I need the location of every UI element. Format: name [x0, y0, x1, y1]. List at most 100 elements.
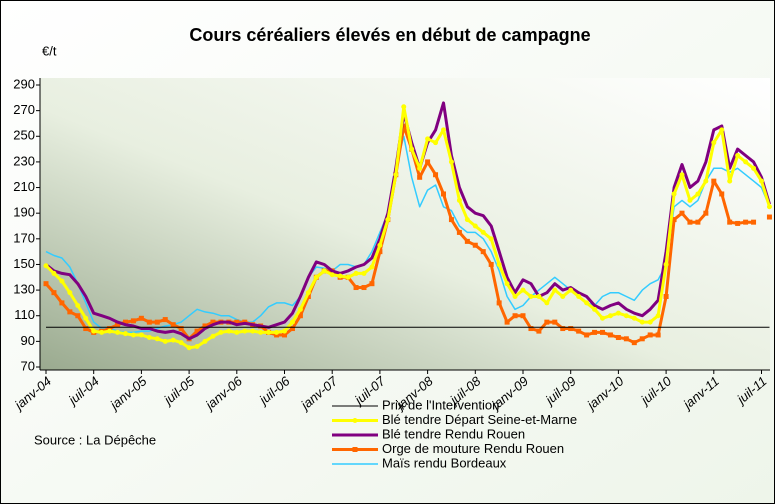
marker	[210, 333, 216, 339]
marker	[759, 178, 764, 184]
marker	[639, 336, 645, 342]
legend-label: Blé tendre Départ Seine-et-Marne	[382, 412, 577, 427]
marker	[456, 197, 462, 203]
marker	[337, 273, 343, 279]
y-tick-label: 130	[13, 282, 35, 297]
marker	[274, 329, 280, 335]
marker	[671, 191, 677, 197]
marker	[751, 219, 757, 225]
marker	[115, 322, 121, 328]
marker	[218, 329, 224, 335]
marker	[528, 294, 534, 299]
marker	[727, 178, 733, 184]
marker	[289, 319, 295, 325]
marker	[43, 263, 49, 269]
marker	[600, 315, 605, 321]
marker	[51, 270, 57, 276]
legend-label: Prix de l'Intervention	[382, 397, 499, 412]
marker	[186, 345, 192, 351]
marker	[210, 319, 216, 325]
marker	[138, 315, 144, 321]
marker	[123, 331, 128, 337]
marker	[464, 217, 470, 223]
marker	[115, 329, 121, 335]
marker	[282, 328, 287, 334]
marker	[138, 332, 144, 338]
marker	[377, 242, 383, 248]
marker	[282, 332, 287, 338]
marker	[552, 287, 558, 293]
marker	[361, 285, 367, 291]
marker	[480, 229, 486, 235]
marker	[584, 332, 590, 338]
marker	[385, 217, 391, 223]
marker	[130, 318, 136, 324]
marker	[520, 287, 526, 293]
marker	[202, 323, 208, 329]
marker	[361, 270, 367, 276]
marker	[305, 290, 311, 296]
marker	[369, 264, 375, 270]
source: Source : La Dépêche	[34, 432, 156, 447]
marker	[107, 328, 113, 334]
marker	[43, 281, 49, 287]
marker	[289, 326, 295, 332]
y-tick-label: 70	[21, 358, 35, 373]
marker	[607, 332, 613, 338]
marker	[75, 313, 81, 319]
marker	[250, 328, 256, 334]
marker	[297, 306, 303, 312]
marker	[329, 272, 335, 278]
marker	[83, 326, 89, 332]
marker	[448, 159, 454, 165]
y-tick-label: 290	[13, 76, 35, 91]
marker	[401, 104, 407, 110]
marker	[631, 315, 637, 321]
legend-marker	[352, 447, 358, 452]
y-tick-label: 150	[13, 256, 35, 271]
marker	[655, 313, 661, 319]
marker	[766, 204, 772, 210]
marker	[496, 300, 502, 306]
marker	[194, 343, 200, 349]
marker	[433, 172, 439, 178]
marker	[663, 261, 669, 267]
y-tick-label: 190	[13, 205, 35, 220]
marker	[178, 340, 184, 346]
marker	[568, 287, 574, 293]
marker	[504, 281, 510, 287]
y-tick-label: 250	[13, 128, 35, 143]
marker	[393, 172, 399, 178]
marker	[441, 127, 446, 133]
marker	[623, 313, 629, 319]
marker	[242, 328, 248, 334]
marker	[146, 335, 152, 341]
legend-label: Blé tendre Rendu Rouen	[382, 426, 525, 441]
marker	[353, 270, 359, 276]
marker	[274, 332, 280, 338]
marker	[695, 191, 701, 197]
marker	[536, 328, 542, 334]
marker	[647, 332, 653, 338]
marker	[639, 319, 645, 325]
marker	[615, 310, 621, 316]
marker	[488, 261, 494, 267]
marker	[703, 210, 709, 216]
y-tick-label: 270	[13, 102, 35, 117]
marker	[154, 319, 160, 325]
marker	[107, 326, 113, 332]
marker	[297, 313, 303, 319]
marker	[345, 274, 351, 280]
marker	[313, 274, 319, 280]
marker	[536, 294, 542, 299]
marker	[560, 294, 566, 299]
marker	[560, 326, 566, 332]
marker	[623, 336, 629, 342]
chart-title: Cours céréaliers élevés en début de camp…	[189, 25, 590, 45]
marker	[695, 219, 701, 225]
marker	[568, 326, 574, 332]
marker	[647, 319, 653, 325]
marker	[711, 178, 717, 184]
marker	[679, 172, 685, 178]
